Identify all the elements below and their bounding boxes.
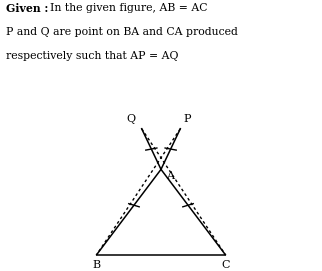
Text: Q: Q	[126, 114, 135, 124]
Text: In the given figure, AB = AC: In the given figure, AB = AC	[50, 3, 207, 13]
Text: A: A	[166, 172, 174, 181]
Text: respectively such that AP = AQ: respectively such that AP = AQ	[6, 51, 179, 62]
Text: C: C	[221, 260, 230, 270]
Text: P and Q are point on BA and CA produced: P and Q are point on BA and CA produced	[6, 27, 238, 37]
Text: Given :: Given :	[6, 3, 49, 14]
Text: P: P	[184, 114, 191, 124]
Text: B: B	[92, 260, 101, 270]
